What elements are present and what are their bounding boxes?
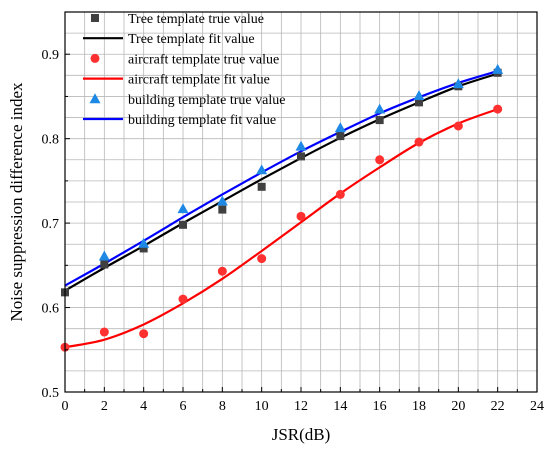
data-point	[138, 237, 150, 248]
legend-label: Tree template fit value	[128, 32, 255, 47]
data-point	[178, 294, 188, 304]
legend-item-3: aircraft template fit value	[83, 73, 270, 88]
legend-label: aircraft template true value	[128, 52, 279, 67]
x-tick-label: 4	[140, 399, 147, 414]
data-point	[492, 63, 504, 74]
legend-item-5: building template fit value	[83, 113, 276, 128]
x-tick-label: 20	[451, 399, 465, 414]
data-point	[334, 122, 346, 133]
x-tick-label: 22	[491, 399, 505, 414]
data-point	[375, 155, 385, 165]
legend-label: Tree template true value	[128, 12, 264, 27]
legend-item-1: Tree template fit value	[83, 32, 255, 47]
data-point	[295, 140, 307, 151]
data-point	[375, 116, 384, 125]
legend-swatch	[91, 14, 99, 22]
series-layer	[60, 63, 504, 352]
legend-swatch	[90, 53, 100, 63]
data-point	[257, 182, 266, 191]
x-tick-label: 2	[101, 399, 108, 414]
data-point	[336, 132, 345, 141]
grid	[65, 12, 537, 392]
data-point	[413, 90, 425, 100]
data-point	[216, 195, 228, 206]
legend-label: building template true value	[128, 93, 285, 108]
y-tick-label: 0.5	[42, 386, 60, 401]
x-tick-label: 0	[62, 399, 69, 414]
data-point	[415, 98, 423, 107]
legend-label: building template fit value	[128, 113, 276, 128]
data-point	[139, 244, 148, 253]
data-point	[179, 220, 187, 229]
data-point	[139, 329, 149, 339]
y-tick-label: 0.7	[42, 217, 60, 232]
legend-swatch	[89, 93, 101, 104]
data-point	[297, 152, 305, 161]
data-point	[453, 121, 463, 131]
series-line-5	[65, 70, 498, 287]
data-point	[452, 78, 464, 89]
x-tick-label: 14	[333, 399, 347, 414]
y-tick-label: 0.6	[42, 302, 60, 317]
x-tick-label: 12	[294, 399, 308, 414]
legend: Tree template true value Tree template fi…	[83, 12, 285, 128]
data-point	[414, 137, 424, 147]
data-point	[177, 203, 189, 214]
x-tick-label: 6	[180, 399, 187, 414]
x-tick-label: 18	[412, 399, 426, 414]
data-point	[296, 211, 306, 221]
x-tick-label: 24	[530, 399, 544, 414]
data-point	[374, 103, 386, 114]
data-point	[100, 260, 109, 269]
y-tick-label: 0.8	[42, 133, 60, 148]
data-point	[99, 327, 109, 337]
data-point	[493, 104, 503, 114]
y-tick-label: 0.9	[42, 48, 60, 63]
legend-item-4: building template true value	[89, 93, 285, 108]
x-tick-label: 8	[219, 399, 226, 414]
legend-label: aircraft template fit value	[128, 73, 270, 88]
series-points-4	[98, 63, 504, 261]
data-point	[335, 189, 345, 199]
data-point	[98, 250, 110, 261]
x-tick-label: 16	[373, 399, 387, 414]
legend-item-0: Tree template true value	[91, 12, 264, 27]
data-point	[256, 164, 268, 175]
legend-item-2: aircraft template true value	[90, 52, 279, 67]
x-axis-label: JSR(dB)	[272, 425, 331, 444]
axes: 0 2 4 6 8 10 12 14 16 18 20 22 240.50.60.70.80.9	[42, 48, 545, 414]
series-points-2	[60, 104, 503, 352]
y-axis-label: Noise suppression difference index	[7, 82, 26, 322]
x-tick-label: 10	[255, 399, 269, 414]
data-point	[257, 254, 267, 264]
data-point	[217, 266, 227, 276]
data-point	[218, 205, 227, 214]
